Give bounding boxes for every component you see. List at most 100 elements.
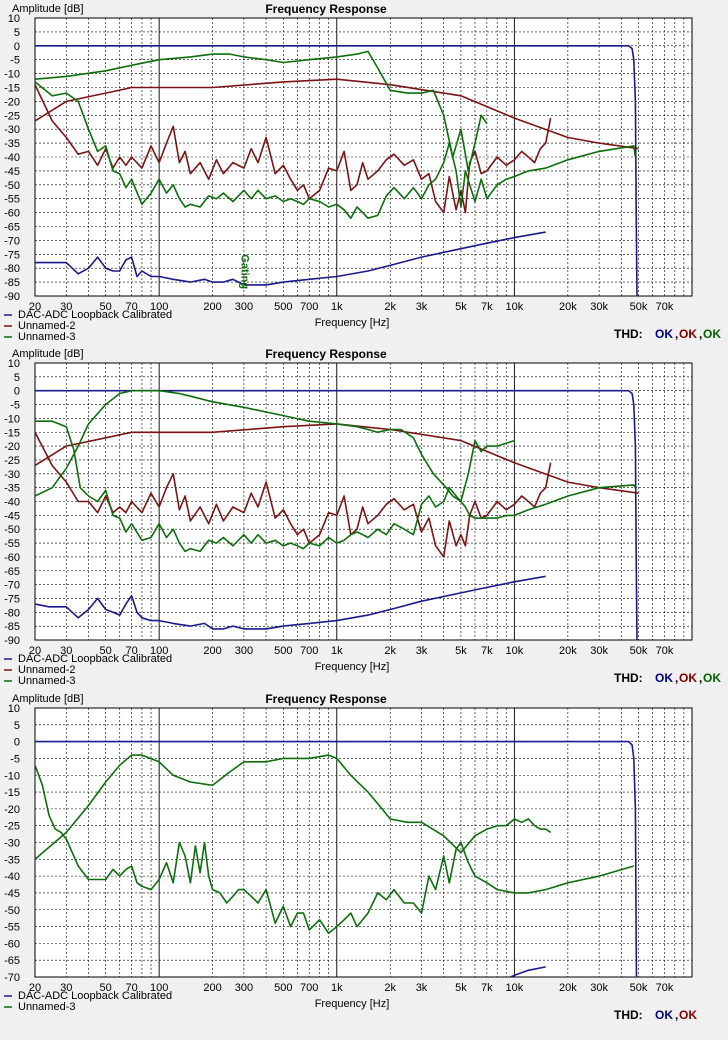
series-group <box>35 389 639 640</box>
x-tick-label: 30 <box>60 645 72 657</box>
legend-entry: DAC-ADC Loopback Calibrated <box>18 309 172 321</box>
x-tick-label: 200 <box>203 645 221 657</box>
horizontal-gridlines <box>35 17 692 297</box>
x-tick-label: 700 <box>300 982 318 994</box>
x-tick-label: 200 <box>203 982 221 994</box>
thd-separator: , <box>699 327 702 341</box>
x-axis-label: Frequency [Hz] <box>315 661 390 673</box>
x-tick-label: 3k <box>416 645 428 657</box>
thd-status: OK <box>679 1008 697 1022</box>
x-tick-label: 500 <box>274 982 292 994</box>
y-tick-label: 5 <box>14 720 20 732</box>
thd-status: OK <box>679 671 697 685</box>
y-tick-label: 0 <box>14 41 20 53</box>
x-tick-label: 50k <box>630 645 648 657</box>
y-tick-label: -85 <box>4 621 20 633</box>
x-tick-label: 300 <box>235 982 253 994</box>
x-tick-label: 1k <box>331 645 343 657</box>
y-tick-label: -10 <box>4 413 20 425</box>
y-tick-label: -70 <box>4 580 20 592</box>
y-tick-label: -50 <box>4 905 20 917</box>
thd-status: OK <box>703 327 721 341</box>
y-tick-label: -30 <box>4 124 20 136</box>
x-tick-label: 30 <box>60 982 72 994</box>
y-tick-label: -25 <box>4 455 20 467</box>
x-tick-label: 2k <box>384 301 396 313</box>
y-tick-label: -60 <box>4 552 20 564</box>
y-tick-label: -85 <box>4 277 20 289</box>
y-tick-label: -5 <box>10 753 20 765</box>
y-tick-label: -80 <box>4 263 20 275</box>
series-line-unnamed-2 <box>35 78 639 150</box>
series-line-dac-adc-loopback-calibrated <box>35 45 638 296</box>
chart-svg-1: 1050-5-10-15-20-25-30-35-40-45-50-55-60-… <box>4 2 721 343</box>
thd-status: OK <box>703 671 721 685</box>
x-tick-label: 3k <box>416 301 428 313</box>
thd-status: OK <box>679 327 697 341</box>
x-tick-label: 200 <box>203 301 221 313</box>
series-line-dac-adc-loopback-calibrated <box>35 231 546 286</box>
series-group <box>35 45 639 296</box>
chart-panel-2: 10 5 0 -5 -10 -15 -20 -25 -30 -35 -40 -45 -50 -55 -60-… <box>0 345 728 690</box>
gating-annotation: Gating <box>238 254 250 289</box>
series-line-unnamed-2 <box>35 431 552 558</box>
x-tick-label: 100 <box>150 982 168 994</box>
legend-entry: DAC-ADC Loopback Calibrated <box>18 990 172 1002</box>
y-tick-label: -65 <box>4 955 20 967</box>
thd-separator: , <box>675 671 678 685</box>
y-tick-label: -65 <box>4 222 20 234</box>
x-tick-label: 7k <box>481 645 493 657</box>
y-tick-label: 0 <box>14 737 20 749</box>
vertical-gridlines <box>34 708 685 977</box>
y-tick-label: -35 <box>4 854 20 866</box>
y-tick-label: -30 <box>4 469 20 481</box>
y-tick-label: -10 <box>4 770 20 782</box>
series-line-unnamed-3 <box>35 754 552 860</box>
x-tick-label: 70 <box>126 301 138 313</box>
y-tick-label: -75 <box>4 249 20 261</box>
y-tick-label: -15 <box>4 427 20 439</box>
x-tick-label: 7k <box>481 982 493 994</box>
series-line-unnamed-3 <box>35 764 635 935</box>
chart-title: Frequency Response <box>265 692 387 706</box>
chart-svg-3: 1050-5-10-15-20-25-30-35-40-45-50-55-60-… <box>4 692 697 1022</box>
y-tick-label: 0 <box>14 386 20 398</box>
y-tick-label: -40 <box>4 152 20 164</box>
x-tick-label: 50k <box>630 301 648 313</box>
thd-label: THD: <box>614 1008 643 1022</box>
y-tick-label: 10 <box>8 358 20 370</box>
x-tick-label: 3k <box>416 982 428 994</box>
x-tick-label: 10k <box>506 645 524 657</box>
y-tick-label: -20 <box>4 804 20 816</box>
chart-panel-3: 10 5 0 -5 -10 -15 -20 -25 -30 -35 -40 -45 -50 -55 -60-… <box>0 690 728 1035</box>
y-tick-label: 5 <box>14 27 20 39</box>
x-tick-label: 20 <box>29 301 41 313</box>
x-tick-label: 5k <box>455 645 467 657</box>
y-tick-label: -25 <box>4 821 20 833</box>
y-tick-label: -30 <box>4 838 20 850</box>
legend-entry: Unnamed-3 <box>18 1001 75 1013</box>
y-tick-label: -45 <box>4 510 20 522</box>
chart-title: Frequency Response <box>265 347 387 361</box>
x-tick-label: 100 <box>150 645 168 657</box>
y-tick-label: -5 <box>10 400 20 412</box>
chart-title: Frequency Response <box>265 2 387 16</box>
x-tick-label: 2k <box>384 982 396 994</box>
y-tick-label: -70 <box>4 972 20 984</box>
y-tick-label: 10 <box>8 703 20 715</box>
x-tick-label: 30k <box>590 982 608 994</box>
vertical-gridlines <box>34 363 685 640</box>
x-tick-label: 50 <box>100 301 112 313</box>
y-tick-label: -80 <box>4 607 20 619</box>
y-tick-label: -45 <box>4 166 20 178</box>
y-axis-label: Amplitude [dB] <box>12 348 84 360</box>
series-line-unnamed-3 <box>35 389 515 503</box>
x-tick-label: 500 <box>274 301 292 313</box>
x-tick-label: 20k <box>559 645 577 657</box>
series-group <box>35 740 638 977</box>
y-tick-label: -25 <box>4 110 20 122</box>
x-tick-label: 700 <box>300 301 318 313</box>
x-tick-label: 500 <box>274 645 292 657</box>
series-line-unnamed-2 <box>35 423 639 494</box>
thd-status: OK <box>655 1008 673 1022</box>
